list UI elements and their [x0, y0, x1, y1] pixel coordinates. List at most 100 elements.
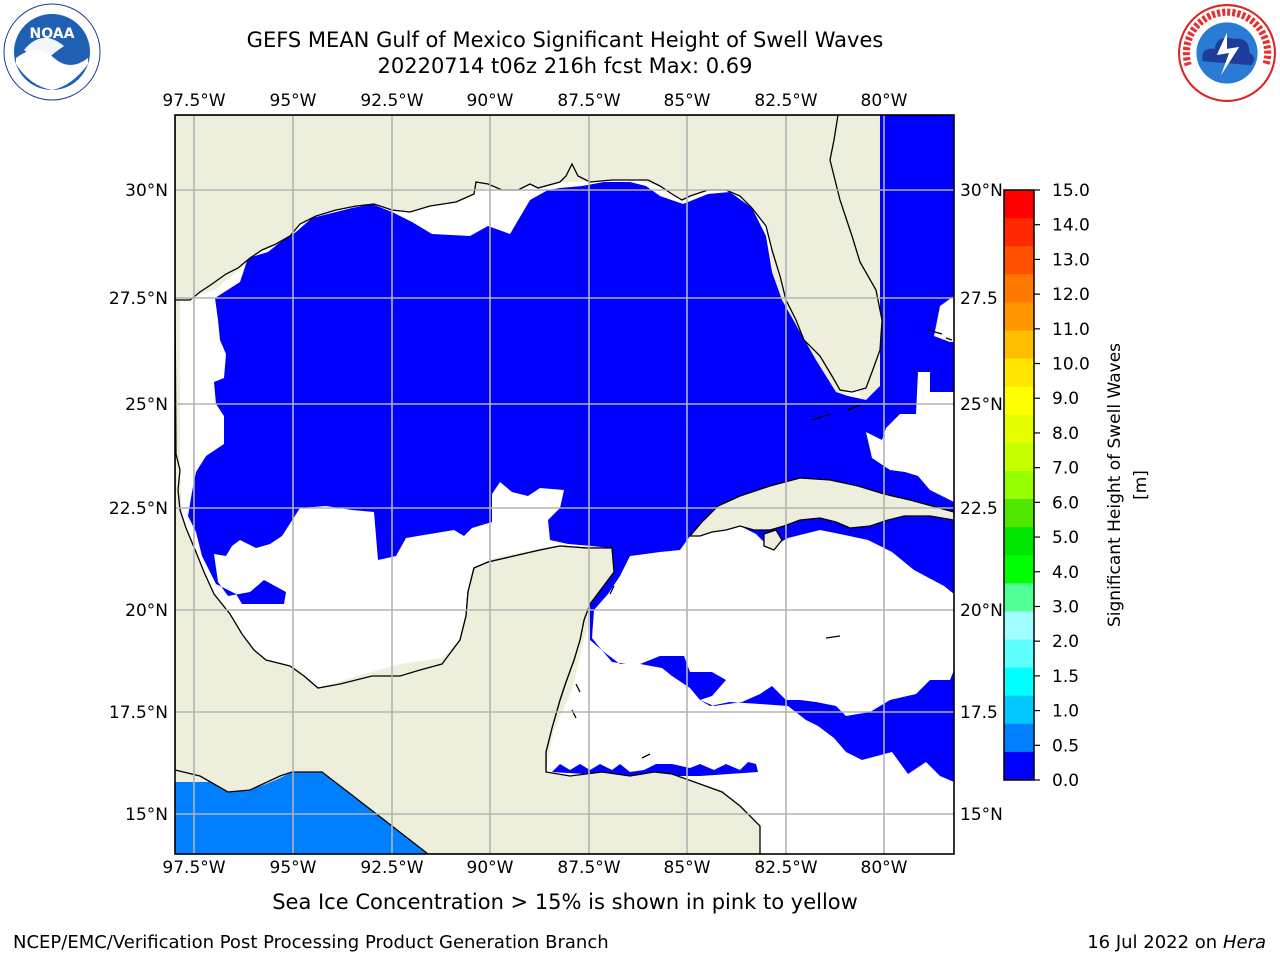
map-area — [175, 115, 954, 854]
colorbar-segment — [1004, 414, 1034, 444]
lat-label-right: 15°N — [960, 805, 1003, 825]
colorbar-segment — [1004, 218, 1034, 247]
chart-subtitle: 20220714 t06z 216h fcst Max: 0.69 — [377, 54, 753, 78]
colorbar-segment — [1004, 442, 1034, 472]
colorbar-tick-label: 0.5 — [1052, 736, 1079, 756]
lon-label-top: 85°W — [664, 91, 711, 111]
lat-label-right: 17.5 — [960, 703, 998, 723]
land-central-america — [175, 299, 761, 854]
colorbar-tick-label: 1.5 — [1052, 667, 1079, 687]
latitude-labels-left: 30°N 27.5°N 25°N 22.5°N 20°N 17.5°N 15°N — [109, 181, 168, 825]
lon-label-top: 87.5°W — [557, 91, 620, 111]
colorbar-tick-label: 14.0 — [1052, 216, 1090, 236]
colorbar-segment — [1004, 751, 1034, 781]
generation-date-text: 16 Jul 2022 on — [1087, 932, 1218, 953]
map-frame — [174, 114, 955, 855]
colorbar-tick-label: 0.0 — [1052, 771, 1079, 791]
colorbar-segment — [1004, 555, 1034, 584]
colorbar-segment — [1004, 330, 1034, 360]
colorbar-tick-label: 3.0 — [1052, 597, 1079, 617]
land-bahamas — [811, 329, 953, 639]
colorbar-tick-label: 7.0 — [1052, 459, 1079, 479]
colorbar-segment — [1004, 639, 1034, 669]
longitude-labels-bottom: 97.5°W 95°W 92.5°W 90°W 87.5°W 85°W 82.5… — [162, 858, 907, 878]
colorbar-tick-label: 1.0 — [1052, 702, 1079, 722]
latitude-gridlines — [175, 189, 954, 815]
lat-label-right: 22.5 — [960, 499, 998, 519]
lat-label-right: 25°N — [960, 395, 1003, 415]
colorbar — [1004, 190, 1034, 781]
colorbar-frame — [1003, 189, 1035, 781]
host-name: Hera — [1222, 932, 1266, 953]
swell-0.5-1.0-pacific — [175, 772, 428, 854]
lon-label-bottom: 97.5°W — [162, 858, 225, 878]
colorbar-tick-label: 5.0 — [1052, 528, 1079, 548]
colorbar-tick-label: 13.0 — [1052, 250, 1090, 270]
noaa-logo-text: NOAA — [30, 26, 75, 42]
longitude-labels-top: 97.5°W 95°W 92.5°W 90°W 87.5°W 85°W 82.5… — [162, 91, 907, 111]
land-cuba — [688, 477, 954, 537]
lon-label-bottom: 82.5°W — [754, 858, 817, 878]
latitude-labels-right: 30°N 27.5 25°N 22.5 20°N 17.5 15°N — [960, 181, 1003, 825]
lat-label-left: 15°N — [125, 805, 168, 825]
colorbar-tick-labels: 15.0 14.0 13.0 12.0 11.0 10.0 9.0 8.0 7.0 6.0 5.0 4… — [1034, 181, 1090, 791]
noaa-logo-icon: NOAA — [3, 3, 101, 101]
lat-label-left: 27.5°N — [109, 289, 168, 309]
colorbar-segment — [1004, 190, 1034, 219]
land-isla-juventud — [763, 529, 783, 551]
colorbar-tick-label: 9.0 — [1052, 389, 1079, 409]
lat-label-left: 20°N — [125, 601, 168, 621]
colorbar-segment — [1004, 470, 1034, 500]
land-swan-islands — [571, 585, 651, 759]
lat-label-right: 30°N — [960, 181, 1003, 201]
colorbar-tick-label: 4.0 — [1052, 563, 1079, 583]
land-us-gulf-coast — [175, 115, 883, 393]
colorbar-segment — [1004, 667, 1034, 697]
lon-label-top: 92.5°W — [360, 91, 423, 111]
colorbar-segment — [1004, 358, 1034, 388]
colorbar-segment — [1004, 246, 1034, 275]
nws-logo-icon — [1178, 4, 1276, 102]
colorbar-tick-label: 15.0 — [1052, 181, 1090, 201]
colorbar-label: Significant Height of Swell Waves [m] — [1105, 343, 1151, 627]
lat-label-right: 27.5 — [960, 289, 998, 309]
lat-label-left: 17.5°N — [109, 703, 168, 723]
colorbar-tick-label: 6.0 — [1052, 493, 1079, 513]
colorbar-tick-label: 8.0 — [1052, 424, 1079, 444]
lon-label-bottom: 95°W — [270, 858, 317, 878]
colorbar-tick-label: 2.0 — [1052, 632, 1079, 652]
colorbar-segment — [1004, 723, 1034, 753]
colorbar-segment — [1004, 499, 1034, 528]
colorbar-segment — [1004, 527, 1034, 556]
colorbar-segment — [1004, 302, 1034, 331]
colorbar-segment — [1004, 583, 1034, 612]
sea-ice-note: Sea Ice Concentration > 15% is shown in … — [272, 890, 858, 914]
colorbar-segment — [1004, 611, 1034, 641]
lon-label-bottom: 85°W — [664, 858, 711, 878]
swell-0-0.5-gulf — [188, 115, 954, 782]
chart-title: GEFS MEAN Gulf of Mexico Significant Hei… — [246, 28, 884, 52]
lon-label-bottom: 90°W — [467, 858, 514, 878]
longitude-gridlines — [193, 115, 885, 854]
lon-label-top: 90°W — [467, 91, 514, 111]
colorbar-segment — [1004, 386, 1034, 416]
lon-label-top: 95°W — [270, 91, 317, 111]
lon-label-bottom: 87.5°W — [557, 858, 620, 878]
lon-label-bottom: 80°W — [861, 858, 908, 878]
lon-label-top: 97.5°W — [162, 91, 225, 111]
colorbar-tick-label: 10.0 — [1052, 355, 1090, 375]
lat-label-left: 25°N — [125, 395, 168, 415]
lon-label-top: 80°W — [861, 91, 908, 111]
colorbar-tick-label: 12.0 — [1052, 285, 1090, 305]
producer-credit: NCEP/EMC/Verification Post Processing Pr… — [13, 932, 609, 953]
lon-label-top: 82.5°W — [754, 91, 817, 111]
colorbar-tick-label: 11.0 — [1052, 320, 1090, 340]
lat-label-left: 22.5°N — [109, 499, 168, 519]
lat-label-right: 20°N — [960, 601, 1003, 621]
colorbar-segment — [1004, 274, 1034, 303]
lat-label-left: 30°N — [125, 181, 168, 201]
colorbar-segment — [1004, 695, 1034, 725]
generation-date: 16 Jul 2022 on Hera — [1087, 932, 1266, 953]
lon-label-bottom: 92.5°W — [360, 858, 423, 878]
